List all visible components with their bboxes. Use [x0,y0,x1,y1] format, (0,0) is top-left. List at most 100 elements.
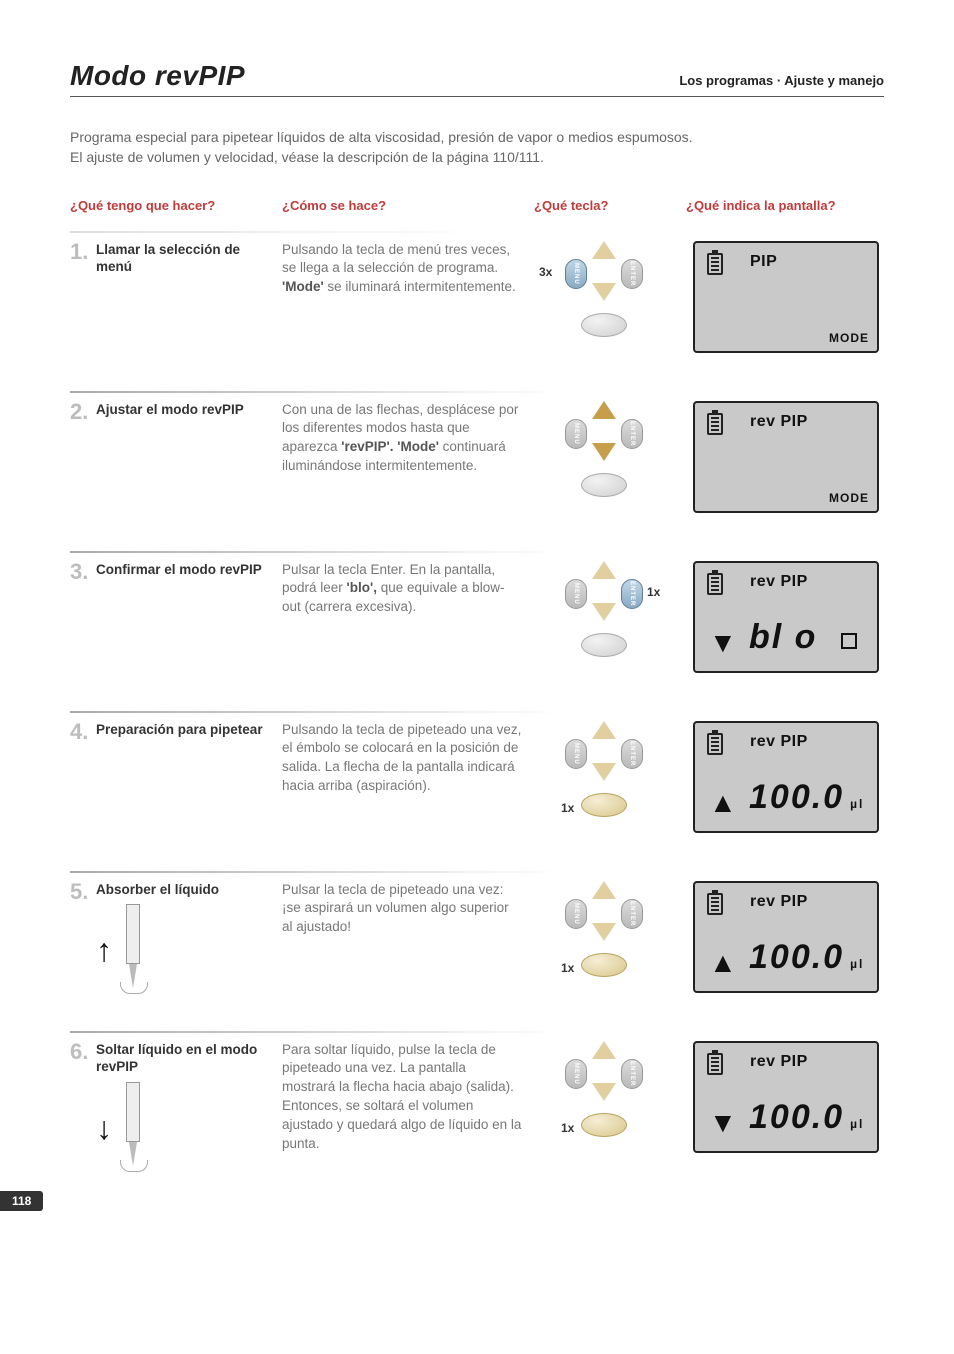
keypad-icon: MENUENTER1x [559,881,649,981]
display-col: rev PIP▲100.0µl [686,881,886,1021]
keypad-col: MENU ENTER 1x [534,561,674,701]
lcd-arrow-icon: ▼ [709,627,737,659]
pipette-icon: ↓ [96,1082,156,1172]
step-number: 1. [70,241,90,263]
step-title-col: 4.Preparación para pipetear [70,721,270,861]
page-header: Modo revPIP Los programas · Ajuste y man… [70,60,884,97]
menu-button-icon: MENU [565,1059,587,1089]
arrow-up-icon [592,561,616,581]
lcd-value-text: 100.0µl [749,778,853,817]
key-count-label: 1x [561,961,574,975]
key-count-label: 3x [539,265,552,279]
lcd-arrow-icon: ▲ [709,947,737,979]
keypad-icon: MENUENTER [559,401,649,501]
step-divider [70,1031,884,1033]
lcd-arrow-icon: ▼ [709,1107,737,1139]
display-col: rev PIP▼100.0µl [686,1041,886,1181]
step-title: Confirmar el modo revPIP [96,561,262,579]
enter-button-icon: ENTER [621,579,643,609]
arrow-down-icon [592,923,616,943]
pipette-button-icon [581,473,627,497]
step-row: 1.Llamar la selección de menúPulsando la… [70,231,884,381]
key-count-label: 1x [647,585,660,599]
battery-icon [707,1053,723,1075]
lcd-display: rev PIP ▼ bl o [693,561,879,673]
menu-button-icon: MENU [565,739,587,769]
page-number-chip: 118 [0,1191,43,1211]
enter-button-icon: ENTER [621,739,643,769]
lcd-title-text: rev PIP [750,573,808,591]
keypad-col: MENUENTER1x [534,1041,674,1181]
step-title: Llamar la selección de menú [96,241,270,276]
page-title: Modo revPIP [70,60,245,92]
step-row: 5. Absorber el líquido ↑ Pulsar la tecla de… [70,871,884,1021]
step-title: Ajustar el modo revPIP [96,401,244,419]
keypad-col: MENUENTER1x [534,881,674,1021]
step-divider [70,551,884,553]
step-description: Pulsando la tecla de pipeteado una vez, … [282,721,522,861]
lcd-display: rev PIP▼100.0µl [693,1041,879,1153]
pipette-button-icon [581,633,627,657]
menu-button-icon: MENU [565,579,587,609]
lcd-value-text: bl o [749,618,853,657]
col-header: ¿Qué tengo que hacer? [70,198,270,213]
step-title: Soltar líquido en el modo revPIP [96,1041,270,1076]
step-row: 3. Confirmar el modo revPIP Pulsar la tecl… [70,551,884,701]
battery-icon [707,573,723,595]
arrow-down-icon [592,603,616,623]
col-header: ¿Qué indica la pantalla? [686,198,886,213]
step-title-col: 1. Llamar la selección de menú [70,241,270,381]
step-description: Para soltar líquido, pulse la tecla de p… [282,1041,522,1181]
arrow-down-icon [592,763,616,783]
lcd-value-text: 100.0µl [749,938,853,977]
arrow-up-icon [592,721,616,741]
intro-line: El ajuste de volumen y velocidad, véase … [70,147,884,167]
lcd-display: PIPMODE [693,241,879,353]
arrow-down-icon [592,283,616,303]
keypad-col: MENUENTER [534,401,674,541]
arrow-up-icon [592,401,616,421]
column-headers: ¿Qué tengo que hacer? ¿Cómo se hace? ¿Qu… [70,198,884,213]
lcd-title-text: rev PIP [750,733,808,751]
step-number: 3. [70,561,90,583]
lcd-title-text: rev PIP [750,1053,808,1071]
lcd-arrow-icon: ▲ [709,787,737,819]
step-number: 5. [70,881,90,903]
intro-line: Programa especial para pipetear líquidos… [70,127,884,147]
step-title: Absorber el líquido [96,881,219,899]
display-col: PIPMODE [686,241,886,381]
key-count-label: 1x [561,1121,574,1135]
menu-button-icon: MENU [565,259,587,289]
lcd-mode-label: MODE [829,491,869,505]
keypad-col: MENUENTER1x [534,721,674,861]
display-col: rev PIPMODE [686,401,886,541]
step-description: Pulsar la tecla de pipeteado una vez: ¡s… [282,881,522,1021]
arrow-up-icon [592,241,616,261]
enter-button-icon: ENTER [621,259,643,289]
step-title: Preparación para pipetear [96,721,263,739]
lcd-display: rev PIPMODE [693,401,879,513]
steps-container: 1. Llamar la selección de menú Pulsando la… [70,231,884,1181]
pipette-button-icon [581,313,627,337]
step-number: 2. [70,401,90,423]
lcd-block-icon [841,633,857,649]
arrow-down-icon [592,1083,616,1103]
step-row: 6.Soltar líquido en el modo revPIP↓Para … [70,1031,884,1181]
battery-icon [707,253,723,275]
pipette-button-icon [581,793,627,817]
keypad-icon: MENUENTER3x [559,241,649,341]
step-divider [70,391,884,393]
pipette-icon: ↑ [96,904,156,994]
display-col: rev PIP ▼ bl o [686,561,886,701]
intro-text: Programa especial para pipetear líquidos… [70,127,884,168]
step-title-col: 6.Soltar líquido en el modo revPIP↓ [70,1041,270,1181]
enter-button-icon: ENTER [621,899,643,929]
col-header: ¿Cómo se hace? [282,198,522,213]
step-row: 2.Ajustar el modo revPIPCon una de las f… [70,391,884,541]
lcd-display: rev PIP ▲ 100.0µl [693,721,879,833]
arrow-down-icon [592,443,616,463]
step-description: Pulsar la tecla Enter. En la pantalla, p… [282,561,522,701]
arrow-up-icon [592,1041,616,1061]
enter-button-icon: ENTER [621,419,643,449]
keypad-icon: MENUENTER1x [559,1041,649,1141]
